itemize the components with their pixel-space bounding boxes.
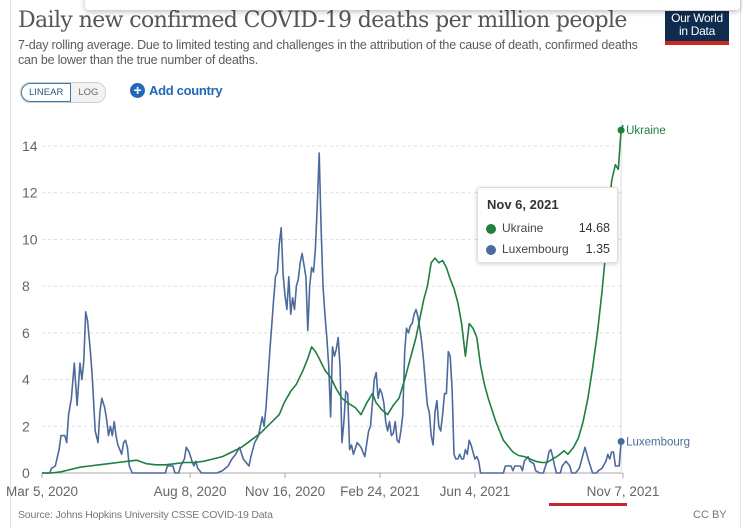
add-country-button[interactable]: + Add country bbox=[130, 83, 223, 98]
scale-toggle: LINEAR LOG bbox=[20, 82, 107, 103]
y-tick-label: 4 bbox=[22, 372, 30, 388]
end-label-ukraine: Ukraine bbox=[626, 125, 666, 137]
gridlines bbox=[42, 145, 623, 427]
series-lines bbox=[42, 124, 625, 474]
end-labels: Luxembourg Ukraine bbox=[626, 125, 690, 448]
tooltip-row-luxembourg: Luxembourg 1.35 bbox=[486, 242, 610, 258]
x-tick-label: Feb 24, 2021 bbox=[340, 484, 420, 499]
y-tick-label: 6 bbox=[22, 325, 30, 341]
hover-point-ukraine bbox=[617, 126, 625, 134]
y-tick-label: 14 bbox=[22, 138, 38, 154]
add-country-label: Add country bbox=[149, 83, 223, 98]
hover-tooltip: Nov 6, 2021 Ukraine 14.68 Luxembourg 1.3… bbox=[477, 187, 618, 263]
x-tick-label: Jun 4, 2021 bbox=[440, 484, 511, 499]
end-label-luxembourg: Luxembourg bbox=[626, 436, 690, 448]
y-tick-label: 8 bbox=[22, 278, 30, 294]
y-tick-label: 2 bbox=[22, 418, 30, 434]
tooltip-row-ukraine: Ukraine 14.68 bbox=[486, 221, 610, 237]
overlay-popup[interactable] bbox=[85, 0, 740, 10]
y-tick-label: 12 bbox=[22, 185, 38, 201]
logo-line2: in Data bbox=[679, 23, 715, 38]
tooltip-name: Ukraine bbox=[502, 221, 544, 235]
y-axis: 0 2 4 6 8 10 12 14 bbox=[22, 138, 38, 481]
tooltip-value: 1.35 bbox=[585, 242, 610, 256]
tooltip-date: Nov 6, 2021 bbox=[487, 197, 559, 212]
source-note[interactable]: Source: Johns Hopkins University CSSE CO… bbox=[18, 509, 273, 521]
x-tick-label: Aug 8, 2020 bbox=[154, 484, 227, 499]
series-line-ukraine bbox=[42, 124, 624, 474]
series-line-luxembourg bbox=[42, 152, 624, 474]
x-axis: Mar 5, 2020 Aug 8, 2020 Nov 16, 2020 Feb 24… bbox=[6, 472, 660, 499]
chart-subtitle: 7-day rolling average. Due to limited te… bbox=[18, 38, 638, 67]
plus-circle-icon: + bbox=[130, 83, 145, 98]
tooltip-value: 14.68 bbox=[578, 221, 610, 235]
y-tick-label: 0 bbox=[22, 465, 30, 481]
hover-point-luxembourg bbox=[617, 437, 625, 445]
ukraine-legend-dot bbox=[486, 224, 496, 234]
tooltip-name: Luxembourg bbox=[502, 242, 569, 256]
x-tick-label: Mar 5, 2020 bbox=[6, 484, 78, 499]
logo-line1: Our World bbox=[671, 11, 723, 25]
chart-title: Daily new confirmed COVID-19 deaths per … bbox=[18, 8, 627, 33]
y-tick-label: 10 bbox=[22, 231, 38, 247]
timeline-end-handle[interactable] bbox=[549, 503, 627, 506]
scale-log-button[interactable]: LOG bbox=[71, 83, 106, 102]
luxembourg-legend-dot bbox=[486, 245, 496, 255]
x-tick-label: Nov 16, 2020 bbox=[245, 484, 325, 499]
scale-linear-button[interactable]: LINEAR bbox=[21, 83, 72, 102]
x-tick-label: Nov 7, 2021 bbox=[587, 484, 660, 499]
license-link[interactable]: CC BY bbox=[693, 509, 727, 521]
owid-logo[interactable]: Our World in Data bbox=[665, 11, 729, 45]
